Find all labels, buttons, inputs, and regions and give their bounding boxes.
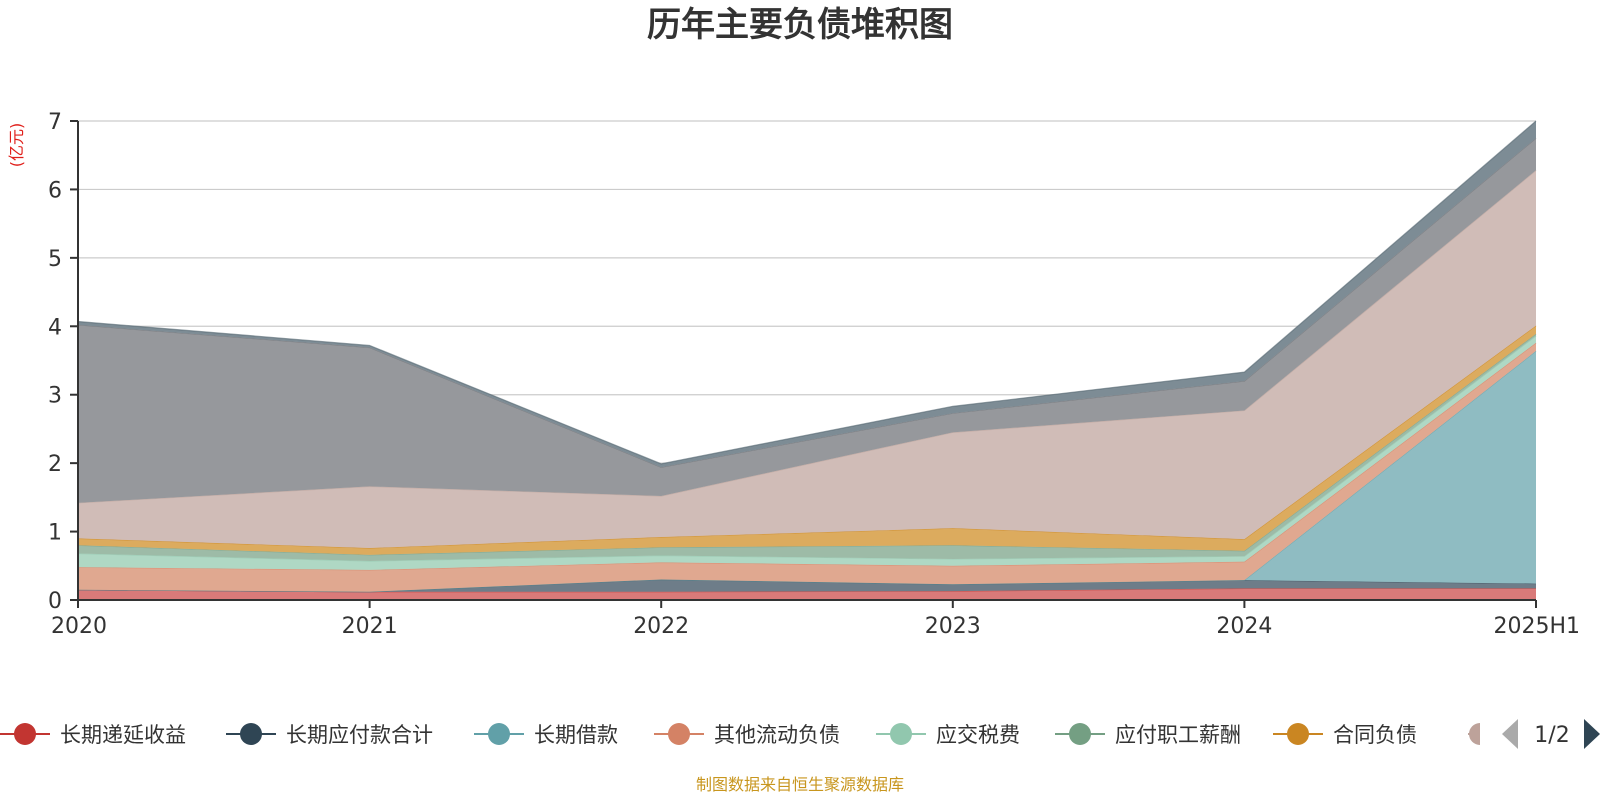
area-series-8 bbox=[78, 170, 1536, 548]
legend-item[interactable]: 长期借款 bbox=[474, 723, 618, 747]
y-tick-label: 1 bbox=[48, 521, 62, 546]
area-series-line-9 bbox=[77, 137, 1537, 468]
area-series-line-8 bbox=[77, 169, 1537, 504]
area-series-group bbox=[77, 120, 1537, 600]
x-tick-label: 2020 bbox=[51, 614, 107, 639]
axes: 0 1 2 3 4 5 6 7 2020 2021 2022 2023 2024 2025H1 bbox=[48, 110, 1580, 639]
legend-marker bbox=[890, 723, 912, 745]
area-series-9 bbox=[78, 138, 1536, 503]
x-tick-label: 2025H1 bbox=[1493, 614, 1580, 639]
legend-item[interactable]: 长期递延收益 bbox=[0, 723, 186, 747]
legend-label: 应交税费 bbox=[936, 723, 1020, 747]
legend-item[interactable]: 其他流动负债 bbox=[654, 723, 840, 747]
y-tick-label: 3 bbox=[48, 384, 62, 409]
y-tick-label: 5 bbox=[48, 247, 62, 272]
x-tick-label: 2021 bbox=[342, 614, 398, 639]
x-tick-label: 2023 bbox=[925, 614, 981, 639]
y-tick-label: 4 bbox=[48, 315, 62, 340]
legend-marker bbox=[1469, 723, 1480, 745]
legend-item[interactable]: 合同负债 bbox=[1273, 723, 1417, 747]
legend-label: 其他流动负债 bbox=[714, 723, 840, 747]
area-series-line-10 bbox=[77, 120, 1537, 465]
legend-label: 合同负债 bbox=[1333, 723, 1417, 747]
source-note: 制图数据来自恒生聚源数据库 bbox=[696, 775, 904, 794]
legend-marker bbox=[1069, 723, 1091, 745]
x-tick-label: 2024 bbox=[1216, 614, 1272, 639]
area-series-2 bbox=[78, 579, 1536, 592]
chart-title: 历年主要负债堆积图 bbox=[647, 5, 953, 45]
legend-marker bbox=[1287, 723, 1309, 745]
legend-marker bbox=[14, 723, 36, 745]
area-series-3 bbox=[78, 350, 1536, 592]
legend-label: 应付职工薪酬 bbox=[1115, 723, 1241, 747]
legend-label: 长期应付款合计 bbox=[286, 723, 433, 747]
legend-next-page-icon[interactable] bbox=[1584, 719, 1600, 749]
legend-marker bbox=[488, 723, 510, 745]
legend-label: 长期借款 bbox=[534, 723, 618, 747]
y-tick-label: 6 bbox=[48, 178, 62, 203]
y-tick-label: 2 bbox=[48, 452, 62, 477]
legend-item[interactable]: 长期应付款合计 bbox=[226, 723, 433, 747]
legend-item[interactable]: 应交税费 bbox=[876, 723, 1020, 747]
legend-prev-page-icon[interactable] bbox=[1502, 719, 1518, 749]
y-axis-unit-label: (亿元) bbox=[7, 123, 26, 168]
y-tick-label: 7 bbox=[48, 110, 62, 135]
legend-marker bbox=[240, 723, 262, 745]
legend-item[interactable]: 应付职工薪酬 bbox=[1055, 723, 1241, 747]
legend-label: 长期递延收益 bbox=[60, 723, 186, 747]
area-series-1 bbox=[78, 588, 1536, 600]
legend-page-indicator: 1/2 bbox=[1534, 723, 1569, 748]
y-tick-label: 0 bbox=[48, 589, 62, 614]
legend-marker bbox=[668, 723, 690, 745]
x-tick-label: 2022 bbox=[633, 614, 689, 639]
legend: 长期递延收益 长期应付款合计 长期借款 其他流动负债 应交税费 应付职工薪酬 合同负债 1/2 bbox=[0, 719, 1600, 749]
